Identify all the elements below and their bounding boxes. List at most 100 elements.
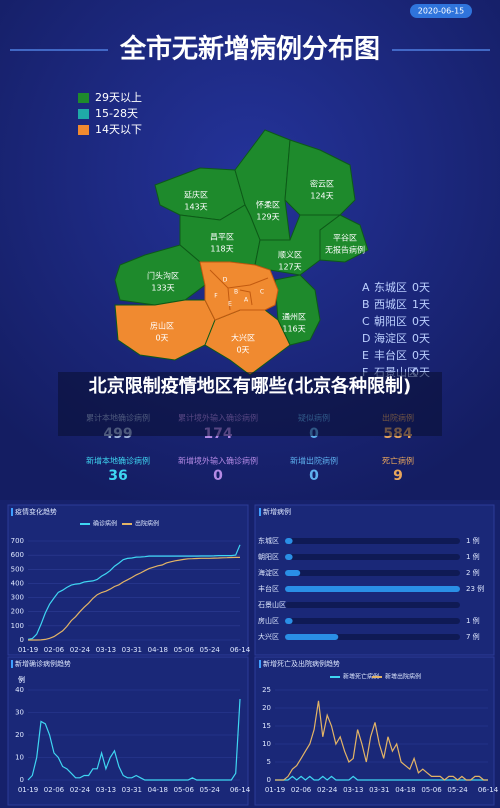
y-tick-label: 40 bbox=[15, 686, 24, 694]
district-days: 116天 bbox=[282, 325, 305, 334]
value-label: 2 例 bbox=[466, 568, 480, 577]
map-letter: F bbox=[214, 293, 218, 300]
x-tick-label: 05-24 bbox=[447, 786, 468, 794]
chart-title: 新增死亡及出院病例趋势 bbox=[263, 659, 340, 668]
x-tick-label: 01-19 bbox=[265, 786, 285, 794]
y-tick-label: 海淀区 bbox=[258, 568, 279, 577]
district-days: 143天 bbox=[184, 203, 207, 212]
x-tick-label: 03-13 bbox=[96, 786, 116, 794]
date-badge bbox=[410, 4, 472, 18]
legend-label: 确诊病例 bbox=[93, 520, 117, 528]
x-tick-label: 03-31 bbox=[369, 786, 389, 794]
list-name: 朝阳区 bbox=[374, 315, 407, 328]
list-days: 0天 bbox=[412, 332, 430, 345]
legend-label: 14天以下 bbox=[95, 123, 142, 136]
district-name: 门头沟区 bbox=[147, 271, 179, 281]
x-tick-label: 05-06 bbox=[421, 786, 442, 794]
title-marker bbox=[259, 660, 261, 668]
list-days: 0天 bbox=[412, 349, 430, 362]
x-tick-label: 01-19 bbox=[18, 646, 38, 654]
panel bbox=[7, 656, 249, 806]
legend-swatch bbox=[78, 125, 89, 135]
x-tick-label: 02-06 bbox=[291, 786, 312, 794]
y-tick-label: 5 bbox=[267, 758, 271, 766]
x-tick-label: 06-14 bbox=[230, 646, 251, 654]
bar bbox=[285, 618, 293, 624]
y-tick-label: 15 bbox=[262, 722, 271, 730]
list-name: 西城区 bbox=[374, 298, 407, 311]
x-tick-label: 05-06 bbox=[174, 786, 195, 794]
x-tick-label: 02-24 bbox=[70, 786, 91, 794]
district-name: 大兴区 bbox=[231, 333, 255, 343]
stat-label: 死亡病例 bbox=[382, 456, 414, 466]
x-tick-label: 05-24 bbox=[200, 786, 221, 794]
map-letter: B bbox=[234, 289, 238, 296]
x-tick-label: 05-24 bbox=[200, 646, 221, 654]
bar-track bbox=[285, 602, 460, 608]
bar bbox=[285, 570, 301, 576]
map-letter: D bbox=[223, 277, 228, 284]
x-tick-label: 03-13 bbox=[96, 646, 116, 654]
x-tick-label: 06-14 bbox=[230, 786, 251, 794]
y-tick-label: 20 bbox=[15, 731, 24, 739]
list-name: 海淀区 bbox=[374, 331, 407, 345]
y-axis-label: 例 bbox=[18, 675, 25, 684]
x-tick-label: 03-31 bbox=[122, 786, 142, 794]
y-tick-label: 500 bbox=[11, 565, 24, 573]
district-name: 顺义区 bbox=[278, 251, 302, 260]
y-tick-label: 0 bbox=[267, 776, 271, 784]
x-tick-label: 02-06 bbox=[44, 646, 65, 654]
series-line bbox=[275, 700, 488, 781]
district-name: 延庆区 bbox=[184, 190, 208, 200]
value-label: 7 例 bbox=[466, 632, 480, 641]
x-tick-label: 02-06 bbox=[44, 786, 65, 794]
series-line bbox=[27, 698, 241, 781]
value-label: 1 例 bbox=[466, 536, 480, 545]
district-days: 129天 bbox=[256, 213, 279, 222]
value-label: 1 例 bbox=[466, 616, 480, 625]
legend-label: 出院病例 bbox=[135, 520, 159, 528]
list-name: 丰台区 bbox=[374, 348, 407, 362]
y-tick-label: 0 bbox=[20, 636, 24, 644]
y-tick-label: 朝阳区 bbox=[258, 552, 279, 561]
y-axis-label: 例 bbox=[18, 675, 25, 684]
district-name: 通州区 bbox=[282, 312, 306, 322]
chart-title: 疫情变化趋势 bbox=[15, 507, 57, 516]
y-tick-label: 0 bbox=[20, 776, 24, 784]
x-tick-label: 04-18 bbox=[148, 646, 168, 654]
map-letter: A bbox=[244, 297, 249, 304]
legend-label: 新增出院病例 bbox=[385, 673, 421, 681]
district-days: 0天 bbox=[236, 346, 249, 355]
district-name: 房山区 bbox=[150, 321, 174, 331]
date: 2020-06-15 bbox=[418, 7, 465, 16]
title-marker bbox=[11, 660, 13, 668]
district bbox=[114, 244, 206, 306]
x-tick-label: 03-31 bbox=[122, 646, 142, 654]
list-letter: B bbox=[362, 298, 370, 311]
x-tick-label: 04-18 bbox=[395, 786, 415, 794]
panel bbox=[254, 504, 495, 656]
district-name: 平谷区 bbox=[333, 234, 357, 243]
y-tick-label: 10 bbox=[262, 740, 271, 748]
y-tick-label: 600 bbox=[11, 551, 24, 559]
x-tick-label: 01-19 bbox=[18, 786, 38, 794]
y-tick-label: 大兴区 bbox=[258, 632, 279, 641]
series-line bbox=[28, 556, 240, 641]
y-tick-label: 房山区 bbox=[258, 616, 279, 625]
list-letter: A bbox=[362, 281, 370, 294]
title-marker bbox=[11, 508, 13, 516]
bar-track bbox=[285, 570, 460, 576]
y-tick-label: 400 bbox=[11, 579, 24, 587]
district-days: 0天 bbox=[155, 334, 168, 343]
stat-label: 新增境外输入确诊病例 bbox=[178, 456, 258, 466]
bar bbox=[285, 538, 293, 544]
list-letter: E bbox=[362, 349, 369, 362]
legend-swatch bbox=[78, 93, 89, 103]
list-days: 0天 bbox=[412, 281, 430, 294]
district-name: 密云区 bbox=[310, 179, 334, 189]
map-letter: E bbox=[228, 301, 232, 308]
stat-value: 9 bbox=[393, 468, 403, 484]
legend-label: 新增死亡病例 bbox=[343, 673, 379, 681]
